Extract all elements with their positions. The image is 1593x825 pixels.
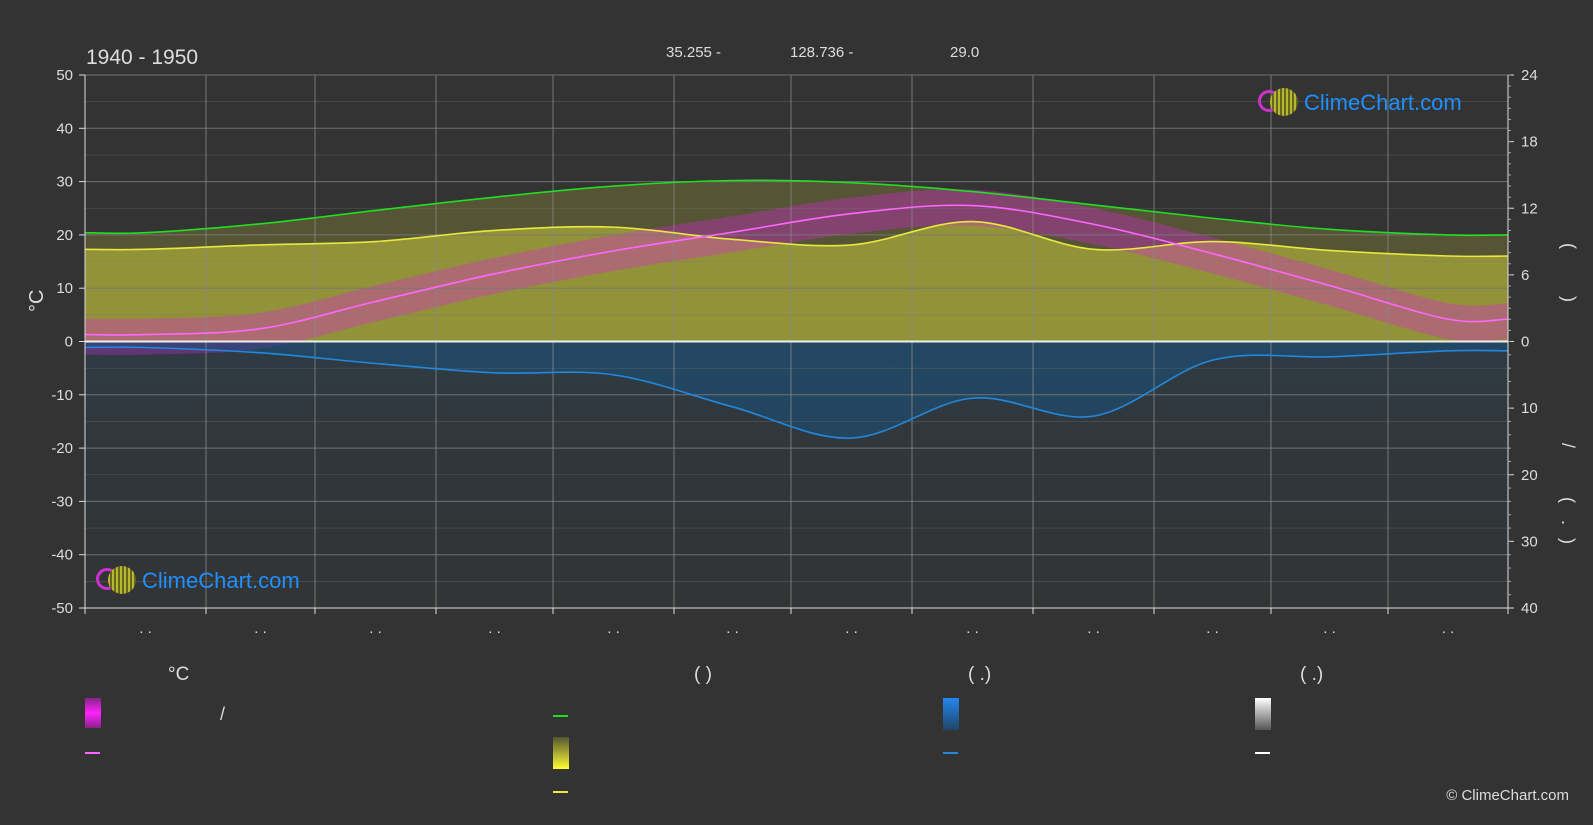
sunshine-line <box>84 220 1509 258</box>
y-tick-label-left: 0 <box>65 334 73 351</box>
y-tick-label-right: 40 <box>1521 600 1538 617</box>
logo-text: ClimeChart.com <box>142 568 300 593</box>
temperature-range-band <box>85 189 1508 356</box>
x-tick-label: . . <box>1206 620 1219 637</box>
y-tick-label-left: 30 <box>56 174 73 191</box>
y-tick-label-right: 30 <box>1521 533 1538 550</box>
y-tick-label-left: -40 <box>51 547 73 564</box>
legend-sunshine-line-swatch <box>553 791 568 793</box>
legend-sun-header: ( ) <box>694 664 712 685</box>
y-tick-label-right: 10 <box>1521 400 1538 417</box>
legend-temperature-header: °C <box>168 664 190 685</box>
logo-text: ClimeChart.com <box>1304 90 1462 115</box>
y-tick-label-right: 18 <box>1521 134 1538 151</box>
y-tick-label-right: 12 <box>1521 200 1538 217</box>
y-tick-label-left: 50 <box>56 67 73 84</box>
y-tick-label-left: -10 <box>51 387 73 404</box>
y-tick-label-left: 20 <box>56 227 73 244</box>
y-axis-label-left: °C <box>26 289 48 312</box>
x-tick-label: . . <box>1323 620 1336 637</box>
x-tick-label: . . <box>607 620 620 637</box>
y-tick-label-right: 0 <box>1521 334 1529 351</box>
elevation: 29.0 <box>950 44 980 61</box>
logo-icon <box>1258 88 1298 118</box>
legend-temp-range-swatch <box>85 698 101 728</box>
legend-daylight-swatch <box>553 715 568 717</box>
logo-bottom[interactable]: ClimeChart.com <box>96 566 300 596</box>
y-axis-label-right-bottom: . <box>1558 520 1578 525</box>
legend-temp-range-label: / <box>220 704 226 724</box>
sunshine-area <box>85 221 1508 342</box>
logo-icon <box>96 566 136 596</box>
daylight-line <box>84 179 1509 237</box>
x-tick-label: . . <box>139 620 152 637</box>
y-tick-label-right: 6 <box>1521 267 1529 284</box>
y-axis-label-right-bottom: ) <box>1558 538 1578 544</box>
logo-top[interactable]: ClimeChart.com <box>1258 88 1462 118</box>
y-axis-label-right-top: ) <box>1559 296 1579 302</box>
precipitation-line <box>84 346 1509 439</box>
legend-precip-swatch <box>943 698 959 730</box>
x-tick-label: . . <box>254 620 267 637</box>
x-tick-label: . . <box>369 620 382 637</box>
y-axis-label-right-bottom: ( <box>1558 497 1578 503</box>
y-tick-label-right: 24 <box>1521 67 1538 84</box>
x-tick-label: . . <box>966 620 979 637</box>
legend-temp-line-swatch <box>85 752 100 754</box>
copyright: © ClimeChart.com <box>1446 787 1569 804</box>
x-tick-label: . . <box>726 620 739 637</box>
legend-rain-header: ( .) <box>968 664 992 685</box>
y-tick-label-left: -30 <box>51 493 73 510</box>
legend-precip-line-swatch <box>943 752 958 754</box>
y-tick-label-left: 10 <box>56 280 73 297</box>
legend-snow-header: ( .) <box>1300 664 1324 685</box>
x-tick-label: . . <box>1087 620 1100 637</box>
y-tick-label-left: 40 <box>56 120 73 137</box>
legend-sunshine-swatch <box>553 737 569 769</box>
x-tick-label: . . <box>845 620 858 637</box>
x-tick-label: . . <box>1442 620 1455 637</box>
legend-snow-line-swatch <box>1255 752 1270 754</box>
y-tick-label-left: -50 <box>51 600 73 617</box>
latitude: 35.255 - <box>666 44 722 61</box>
legend-snow-swatch <box>1255 698 1271 730</box>
x-tick-label: . . <box>488 620 501 637</box>
y-tick-label-left: -20 <box>51 440 73 457</box>
y-axis-label-right-top: ( <box>1559 243 1579 249</box>
chart-title: 1940 - 1950 <box>86 46 199 69</box>
longitude: 128.736 - <box>790 44 854 61</box>
y-axis-label-right-bottom: / <box>1558 443 1578 448</box>
temperature-line <box>84 204 1509 336</box>
y-tick-label-right: 20 <box>1521 467 1538 484</box>
